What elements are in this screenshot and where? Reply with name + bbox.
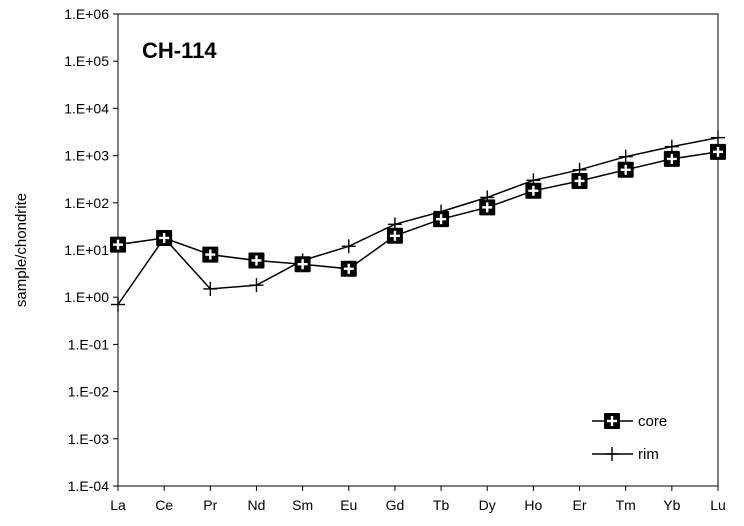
data-point-core	[386, 227, 403, 244]
data-point-rim	[203, 281, 218, 296]
legend: core rim	[592, 413, 667, 463]
x-tick-label: Dy	[479, 497, 496, 513]
x-tick-label: Sm	[292, 497, 313, 513]
x-tick-label: Pr	[203, 497, 217, 513]
x-tick-label: Tm	[616, 497, 636, 513]
legend-marker-core	[604, 413, 620, 429]
x-tick-label: Gd	[386, 497, 405, 513]
data-point-core	[433, 211, 450, 228]
x-tick-label: Nd	[248, 497, 266, 513]
x-tick-label: Eu	[340, 497, 357, 513]
data-point-core	[202, 246, 219, 263]
data-point-rim	[618, 149, 633, 164]
data-point-core	[248, 252, 265, 269]
series-line-rim	[117, 136, 719, 305]
y-tick-label: 1.E+01	[64, 242, 109, 258]
data-point-core	[525, 182, 542, 199]
data-point-core	[571, 172, 588, 189]
y-tick-label: 1.E+00	[64, 289, 109, 305]
data-point-rim	[111, 297, 125, 312]
y-axis-label: sample/chondrite	[13, 193, 30, 307]
y-tick-label: 1.E+02	[64, 195, 109, 211]
x-tick-label: Er	[573, 497, 587, 513]
chart-title: CH-114	[142, 38, 217, 63]
legend-label-core: core	[638, 413, 667, 430]
y-tick-label: 1.E+03	[64, 148, 109, 164]
data-point-core	[110, 236, 126, 253]
y-tick-label: 1.E-03	[68, 431, 109, 447]
y-tick-label: 1.E-01	[68, 336, 109, 352]
x-tick-label: Lu	[710, 497, 726, 513]
x-tick-label: Tb	[433, 497, 450, 513]
data-point-core	[663, 150, 680, 167]
y-axis: 1.E+06 1.E+05 1.E+04 1.E+03 1.E+02 1.E+01 1.E+…	[64, 6, 118, 494]
x-tick-label: Ho	[524, 497, 542, 513]
series-core	[110, 143, 726, 277]
data-point-core	[479, 199, 496, 216]
data-point-core	[710, 143, 726, 160]
data-point-rim	[341, 239, 356, 254]
data-point-core	[617, 161, 634, 178]
x-tick-label: Yb	[663, 497, 680, 513]
x-tick-label: La	[110, 497, 126, 513]
x-tick-label: Ce	[155, 497, 173, 513]
y-tick-label: 1.E+06	[64, 6, 109, 22]
legend-label-rim: rim	[638, 446, 659, 463]
y-tick-label: 1.E-04	[68, 478, 109, 494]
data-point-core	[340, 260, 357, 277]
y-tick-label: 1.E-02	[68, 384, 109, 400]
y-tick-label: 1.E+05	[64, 53, 109, 69]
data-point-core	[294, 256, 311, 273]
legend-marker-rim	[605, 447, 619, 461]
data-point-rim	[711, 130, 725, 145]
data-point-rim	[249, 278, 264, 293]
x-axis: La Ce Pr Nd Sm Eu Gd Tb Dy Ho Er Tm Yb Lu	[110, 486, 726, 513]
series-layer	[110, 130, 726, 312]
y-tick-label: 1.E+04	[64, 100, 109, 116]
data-point-core	[156, 229, 173, 246]
